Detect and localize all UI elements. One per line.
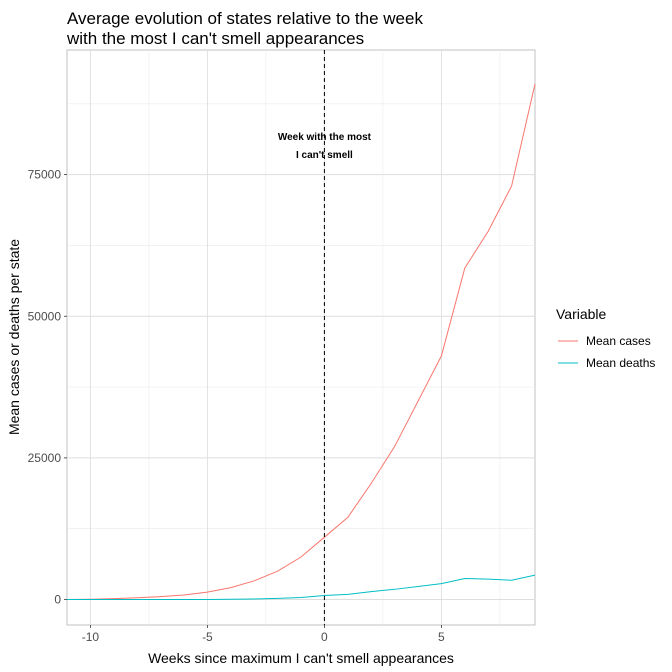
x-tick-label: 5	[438, 630, 445, 644]
series-line-mean-deaths	[67, 574, 536, 601]
x-tick-label: 0	[321, 630, 328, 644]
chart-title-line-1: Average evolution of states relative to …	[67, 9, 423, 28]
vline-annotation: Week with the most I can't smell	[278, 132, 372, 161]
y-axis-title: Mean cases or deaths per state	[6, 239, 22, 435]
x-tick-label: -5	[202, 630, 213, 644]
y-tick-label: 0	[54, 593, 61, 607]
annotation-line-1: Week with the most	[278, 132, 372, 143]
x-tick-label: -10	[82, 630, 100, 644]
plot-panel	[66, 49, 536, 626]
y-tick-label: 25000	[28, 451, 62, 465]
legend-title: Variable	[556, 306, 607, 322]
minor-gridlines	[67, 50, 535, 625]
chart-title-line-2: with the most I can't smell appearances	[66, 29, 364, 48]
legend: Variable Mean cases Mean deaths	[556, 306, 655, 370]
series-line-mean-cases	[66, 83, 536, 601]
x-axis-title: Weeks since maximum I can't smell appear…	[148, 650, 454, 666]
y-axis-ticks: 0 25000 50000 75000	[28, 168, 67, 607]
legend-label-mean-deaths: Mean deaths	[586, 356, 655, 370]
x-axis-ticks: -10 -5 0 5	[82, 625, 445, 644]
annotation-line-2: I can't smell	[296, 150, 353, 161]
chart-title: Average evolution of states relative to …	[66, 9, 423, 48]
legend-label-mean-cases: Mean cases	[586, 334, 651, 348]
y-tick-label: 75000	[28, 168, 62, 182]
y-tick-label: 50000	[28, 309, 62, 323]
series-lines	[66, 83, 536, 601]
